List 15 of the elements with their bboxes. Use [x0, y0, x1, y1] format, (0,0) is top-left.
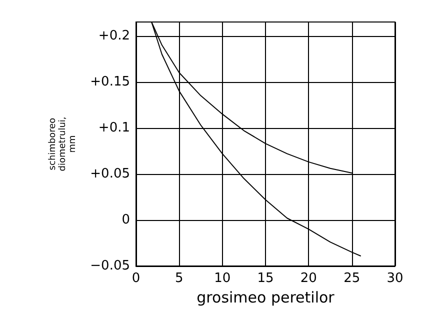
x-tick-label: 30 [386, 271, 404, 286]
y-tick-label: +0.1 [98, 120, 130, 136]
x-axis-title: grosimeo peretilor [196, 288, 336, 306]
x-tick-label: 20 [300, 271, 317, 286]
y-axis-title: schimboreo diometrului, mm [48, 116, 78, 172]
x-tick-label: 0 [132, 271, 140, 286]
y-tick-label: +0.2 [98, 28, 130, 44]
x-tick-label: 25 [344, 271, 360, 286]
x-tick-label: 5 [175, 271, 184, 286]
x-tick-label: 10 [214, 271, 231, 286]
y-tick-label: 0 [122, 212, 130, 228]
y-tick-label: +0.05 [90, 166, 130, 182]
y-tick-label: −0.05 [90, 258, 130, 274]
x-tick-label: 15 [257, 271, 274, 286]
y-tick-label: +0.15 [90, 74, 130, 90]
